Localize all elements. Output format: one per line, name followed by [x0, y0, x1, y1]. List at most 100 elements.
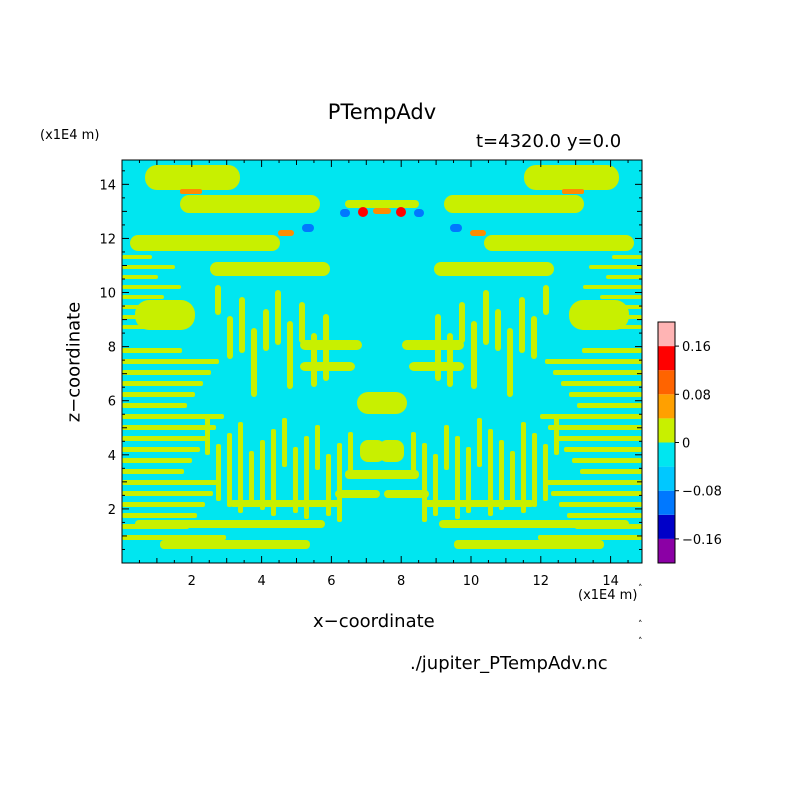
field-spot	[358, 207, 368, 217]
field-spot	[562, 189, 584, 194]
field-band	[122, 275, 158, 279]
field-band	[122, 491, 213, 496]
field-spot	[278, 230, 294, 236]
field-stripe	[315, 425, 320, 470]
field-band	[589, 265, 642, 269]
field-band	[122, 265, 175, 269]
field-band	[122, 403, 187, 408]
field-plume	[444, 195, 584, 213]
field-stripe	[227, 433, 232, 507]
field-plume	[335, 490, 380, 498]
field-band	[564, 447, 642, 452]
field-band	[122, 425, 216, 430]
field-stripe	[471, 321, 477, 389]
corner-marks: ˄ ˄ ˄	[638, 584, 643, 647]
field-band	[122, 348, 182, 353]
field-band	[583, 285, 642, 289]
x-axis-unit: (x1E4 m)	[578, 588, 638, 603]
x-tick-label: 8	[397, 574, 405, 589]
field-band	[122, 513, 197, 518]
field-stripe	[282, 418, 287, 467]
field-band	[540, 414, 642, 419]
field-band	[122, 370, 211, 375]
field-plume	[484, 235, 634, 251]
colorbar-segment	[658, 490, 675, 515]
field-stripe	[507, 328, 513, 397]
field-stripe	[260, 440, 265, 510]
field-stripe	[459, 302, 465, 343]
field-stripe	[455, 436, 460, 519]
x-tick-label: 14	[602, 574, 619, 589]
x-tick-label: 12	[533, 574, 550, 589]
field-stripe	[227, 316, 233, 359]
field-band	[122, 255, 152, 259]
field-stripe	[543, 285, 549, 315]
field-plume	[360, 440, 385, 462]
field-plume	[160, 540, 310, 549]
y-tick-label: 6	[108, 395, 116, 410]
field-band	[122, 436, 208, 441]
field-band	[612, 255, 642, 259]
field-plume	[379, 440, 404, 462]
field-plume	[230, 500, 340, 507]
field-plume	[524, 165, 619, 190]
field-stripe	[519, 297, 525, 353]
field-stripe	[477, 418, 482, 467]
colorbar-segment	[658, 466, 675, 491]
field-spot	[414, 209, 424, 217]
field-band	[569, 392, 642, 397]
field-band	[122, 447, 200, 452]
colorbar: 0.16 0.08 0 −0.08 −0.16	[657, 321, 722, 564]
field-band	[567, 513, 642, 518]
field-stripe	[238, 422, 243, 513]
field-band	[582, 348, 642, 353]
field-band	[122, 535, 226, 540]
field-plume	[384, 490, 429, 498]
field-band	[122, 502, 205, 507]
x-tick-label: 2	[188, 574, 196, 589]
x-axis-label: x−coordinate	[313, 611, 435, 632]
field-band	[600, 295, 642, 299]
field-plume	[379, 470, 419, 479]
field-stripe	[287, 321, 293, 389]
field-plume	[402, 340, 464, 350]
field-spot	[470, 230, 486, 236]
svg-text:˄: ˄	[638, 637, 643, 647]
colorbar-segment	[658, 538, 675, 563]
field-plume	[135, 520, 325, 528]
field-stripe	[304, 436, 309, 519]
plot-frame	[121, 159, 643, 564]
field-band	[122, 392, 195, 397]
field-band	[122, 285, 181, 289]
colorbar-segment	[658, 346, 675, 371]
field-stripe	[239, 297, 245, 353]
field-band	[580, 469, 642, 474]
field-plume	[135, 300, 195, 330]
field-plume	[424, 500, 534, 507]
field-stripe	[337, 443, 342, 522]
field-band	[551, 491, 642, 496]
field-stripe	[422, 443, 427, 522]
z-axis-unit: (x1E4 m)	[40, 128, 100, 143]
field-band	[122, 458, 192, 463]
field-stripe	[521, 422, 526, 513]
field-band	[122, 469, 184, 474]
field-stripe	[251, 328, 257, 397]
field-plume	[180, 195, 320, 213]
field-stripe	[499, 440, 504, 510]
field-plume	[439, 520, 629, 528]
field-stripe	[411, 432, 416, 473]
field-stripe	[271, 429, 276, 516]
field-plume	[569, 300, 629, 330]
field-stripe	[488, 429, 493, 516]
field-plume	[210, 262, 330, 276]
colorbar-tick-label: −0.16	[682, 533, 722, 548]
field-plume	[145, 165, 240, 190]
field-band	[556, 436, 642, 441]
field-stripe	[215, 285, 221, 315]
field-spot	[180, 189, 202, 194]
field-band	[543, 480, 642, 485]
field-stripe	[293, 447, 298, 513]
field-band	[122, 414, 224, 419]
